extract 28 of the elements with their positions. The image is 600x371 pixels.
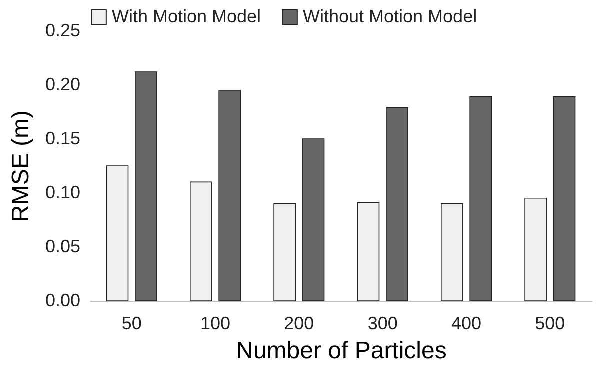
legend-label: Without Motion Model (303, 6, 478, 26)
bar (218, 90, 241, 302)
y-tick-label: 0.05 (45, 236, 80, 256)
bar (135, 72, 158, 302)
y-tick-label: 0.25 (45, 20, 80, 40)
bar (553, 96, 576, 302)
bar (302, 138, 325, 302)
bar (190, 182, 212, 302)
x-tick-label: 50 (122, 314, 142, 334)
y-axis-title: RMSE (m) (7, 110, 34, 222)
x-tick-label: 100 (200, 314, 231, 334)
bar (357, 202, 380, 302)
x-tick-label: 200 (284, 314, 314, 334)
bar (441, 203, 464, 302)
legend-label: With Motion Model (112, 6, 262, 26)
x-tick-label: 300 (368, 314, 398, 334)
bar (106, 166, 129, 302)
bar (274, 203, 296, 302)
x-tick-label: 500 (535, 314, 566, 334)
y-tick-label: 0.15 (45, 128, 80, 148)
bar (470, 96, 492, 302)
bar (386, 107, 408, 302)
y-tick-label: 0.00 (45, 290, 80, 310)
x-axis-title: Number of Particles (236, 338, 447, 364)
x-tick-label: 400 (451, 314, 482, 334)
y-tick-label: 0.20 (45, 74, 80, 94)
y-tick-label: 0.10 (45, 182, 80, 202)
bar (524, 198, 547, 302)
